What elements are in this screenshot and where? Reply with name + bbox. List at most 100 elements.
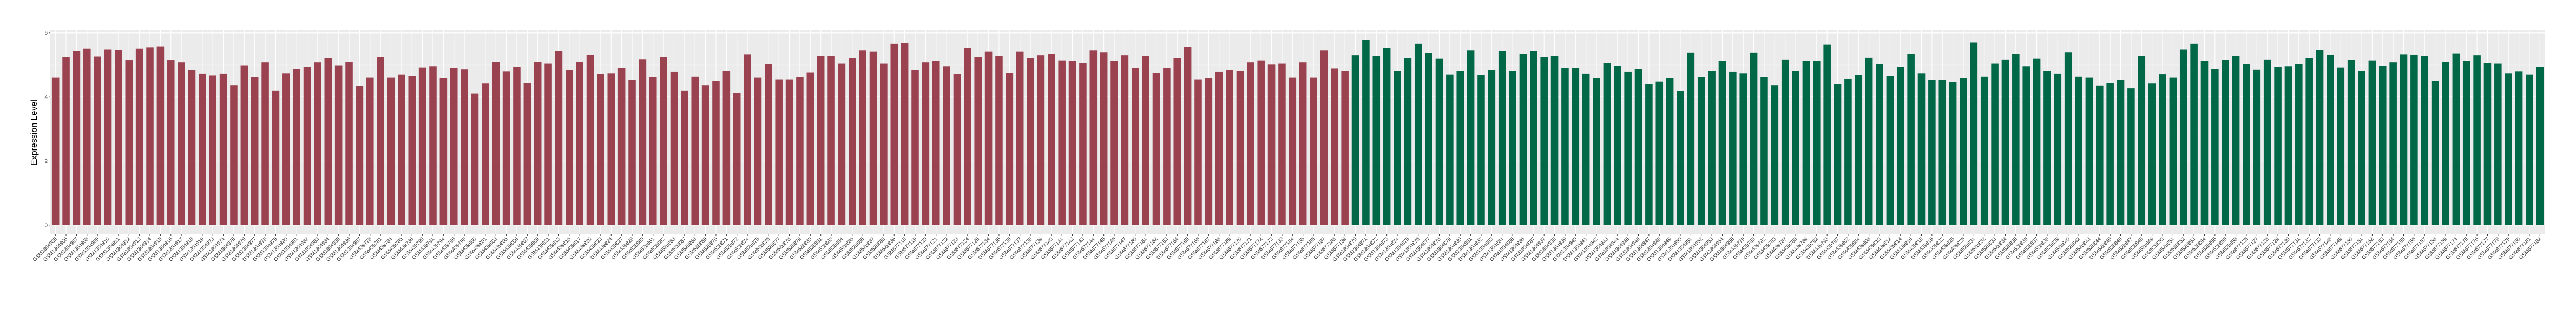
- bar: [1530, 51, 1537, 225]
- bar: [2295, 64, 2303, 225]
- bar: [670, 71, 678, 225]
- bar: [167, 60, 175, 225]
- bar: [1739, 73, 1747, 225]
- bar: [2400, 54, 2408, 225]
- bar: [1372, 56, 1381, 225]
- bar: [943, 66, 950, 225]
- bar: [712, 81, 720, 225]
- bar: [2536, 67, 2544, 225]
- bar: [1896, 67, 1904, 225]
- bar: [1331, 68, 1338, 225]
- bar: [2064, 52, 2072, 225]
- bar: [2054, 73, 2062, 225]
- bar: [73, 51, 81, 225]
- bar: [2452, 53, 2460, 225]
- bar: [209, 75, 217, 225]
- bar: [1236, 71, 1244, 225]
- bar: [754, 77, 762, 225]
- bar: [2001, 59, 2009, 225]
- bar: [1006, 73, 1014, 225]
- bar: [796, 77, 804, 225]
- bar: [1960, 78, 1967, 225]
- bar: [356, 86, 364, 225]
- bar: [1844, 78, 1852, 225]
- bar: [1697, 77, 1705, 225]
- bar: [334, 65, 343, 225]
- bar: [471, 93, 479, 225]
- bar: [178, 62, 185, 225]
- bar: [1550, 56, 1559, 225]
- bar: [1624, 71, 1632, 225]
- bar: [2526, 74, 2533, 225]
- bar: [2515, 71, 2523, 225]
- bar: [1991, 63, 1999, 225]
- bar: [2410, 54, 2418, 225]
- bar: [199, 73, 206, 225]
- bar: [701, 85, 709, 225]
- bar: [586, 54, 594, 225]
- bar: [691, 76, 699, 225]
- bar: [418, 67, 426, 225]
- bar: [2316, 50, 2324, 225]
- bar: [1886, 76, 1894, 225]
- bar: [2483, 63, 2492, 225]
- bar: [1289, 77, 1297, 225]
- bar: [2127, 88, 2135, 225]
- y-tick-label: 4: [44, 95, 48, 101]
- bar: [429, 66, 437, 225]
- bar: [1708, 71, 1716, 225]
- bar: [1781, 59, 1789, 225]
- bar: [576, 62, 583, 225]
- bar: [377, 57, 384, 225]
- bar: [1687, 52, 1695, 225]
- bar: [1928, 80, 1936, 225]
- bar: [649, 77, 657, 225]
- bar: [1813, 61, 1821, 225]
- bar: [628, 80, 636, 225]
- bar: [2473, 55, 2481, 225]
- bar: [1142, 56, 1149, 225]
- bar: [2106, 83, 2114, 225]
- bar: [2274, 67, 2282, 225]
- bar: [1205, 78, 1213, 225]
- bar: [984, 51, 993, 225]
- bar: [2253, 69, 2261, 225]
- bar: [1425, 53, 1432, 225]
- bar: [345, 62, 353, 225]
- bar: [513, 67, 521, 225]
- bar: [408, 76, 416, 225]
- bar: [1341, 71, 1349, 225]
- bar: [2462, 61, 2470, 225]
- bar: [2232, 56, 2240, 225]
- bar: [94, 56, 101, 225]
- y-tick-label: 2: [44, 159, 48, 165]
- bar: [1310, 77, 1317, 225]
- bar: [744, 54, 751, 225]
- bar: [1718, 61, 1726, 225]
- bar: [2327, 54, 2334, 225]
- y-tick-label: 0: [44, 223, 48, 228]
- bar: [1016, 51, 1024, 225]
- bar: [597, 74, 604, 225]
- bar: [2211, 69, 2219, 225]
- bar: [482, 83, 489, 225]
- bar: [1572, 68, 1580, 225]
- bar: [1771, 85, 1779, 225]
- bar: [1079, 63, 1087, 225]
- bar: [1068, 61, 1076, 225]
- bar: [1729, 71, 1737, 225]
- bar: [2358, 71, 2365, 225]
- bar: [1519, 54, 1527, 225]
- bar: [2305, 58, 2313, 225]
- bar: [1907, 54, 1915, 225]
- bar: [188, 70, 196, 225]
- bar: [2096, 85, 2104, 225]
- bar: [1593, 78, 1600, 225]
- bar: [135, 48, 143, 225]
- bar: [1110, 61, 1118, 225]
- bar: [125, 60, 133, 225]
- bar: [953, 74, 961, 225]
- bar: [911, 70, 919, 225]
- bar: [2169, 77, 2177, 225]
- bar: [1582, 73, 1590, 225]
